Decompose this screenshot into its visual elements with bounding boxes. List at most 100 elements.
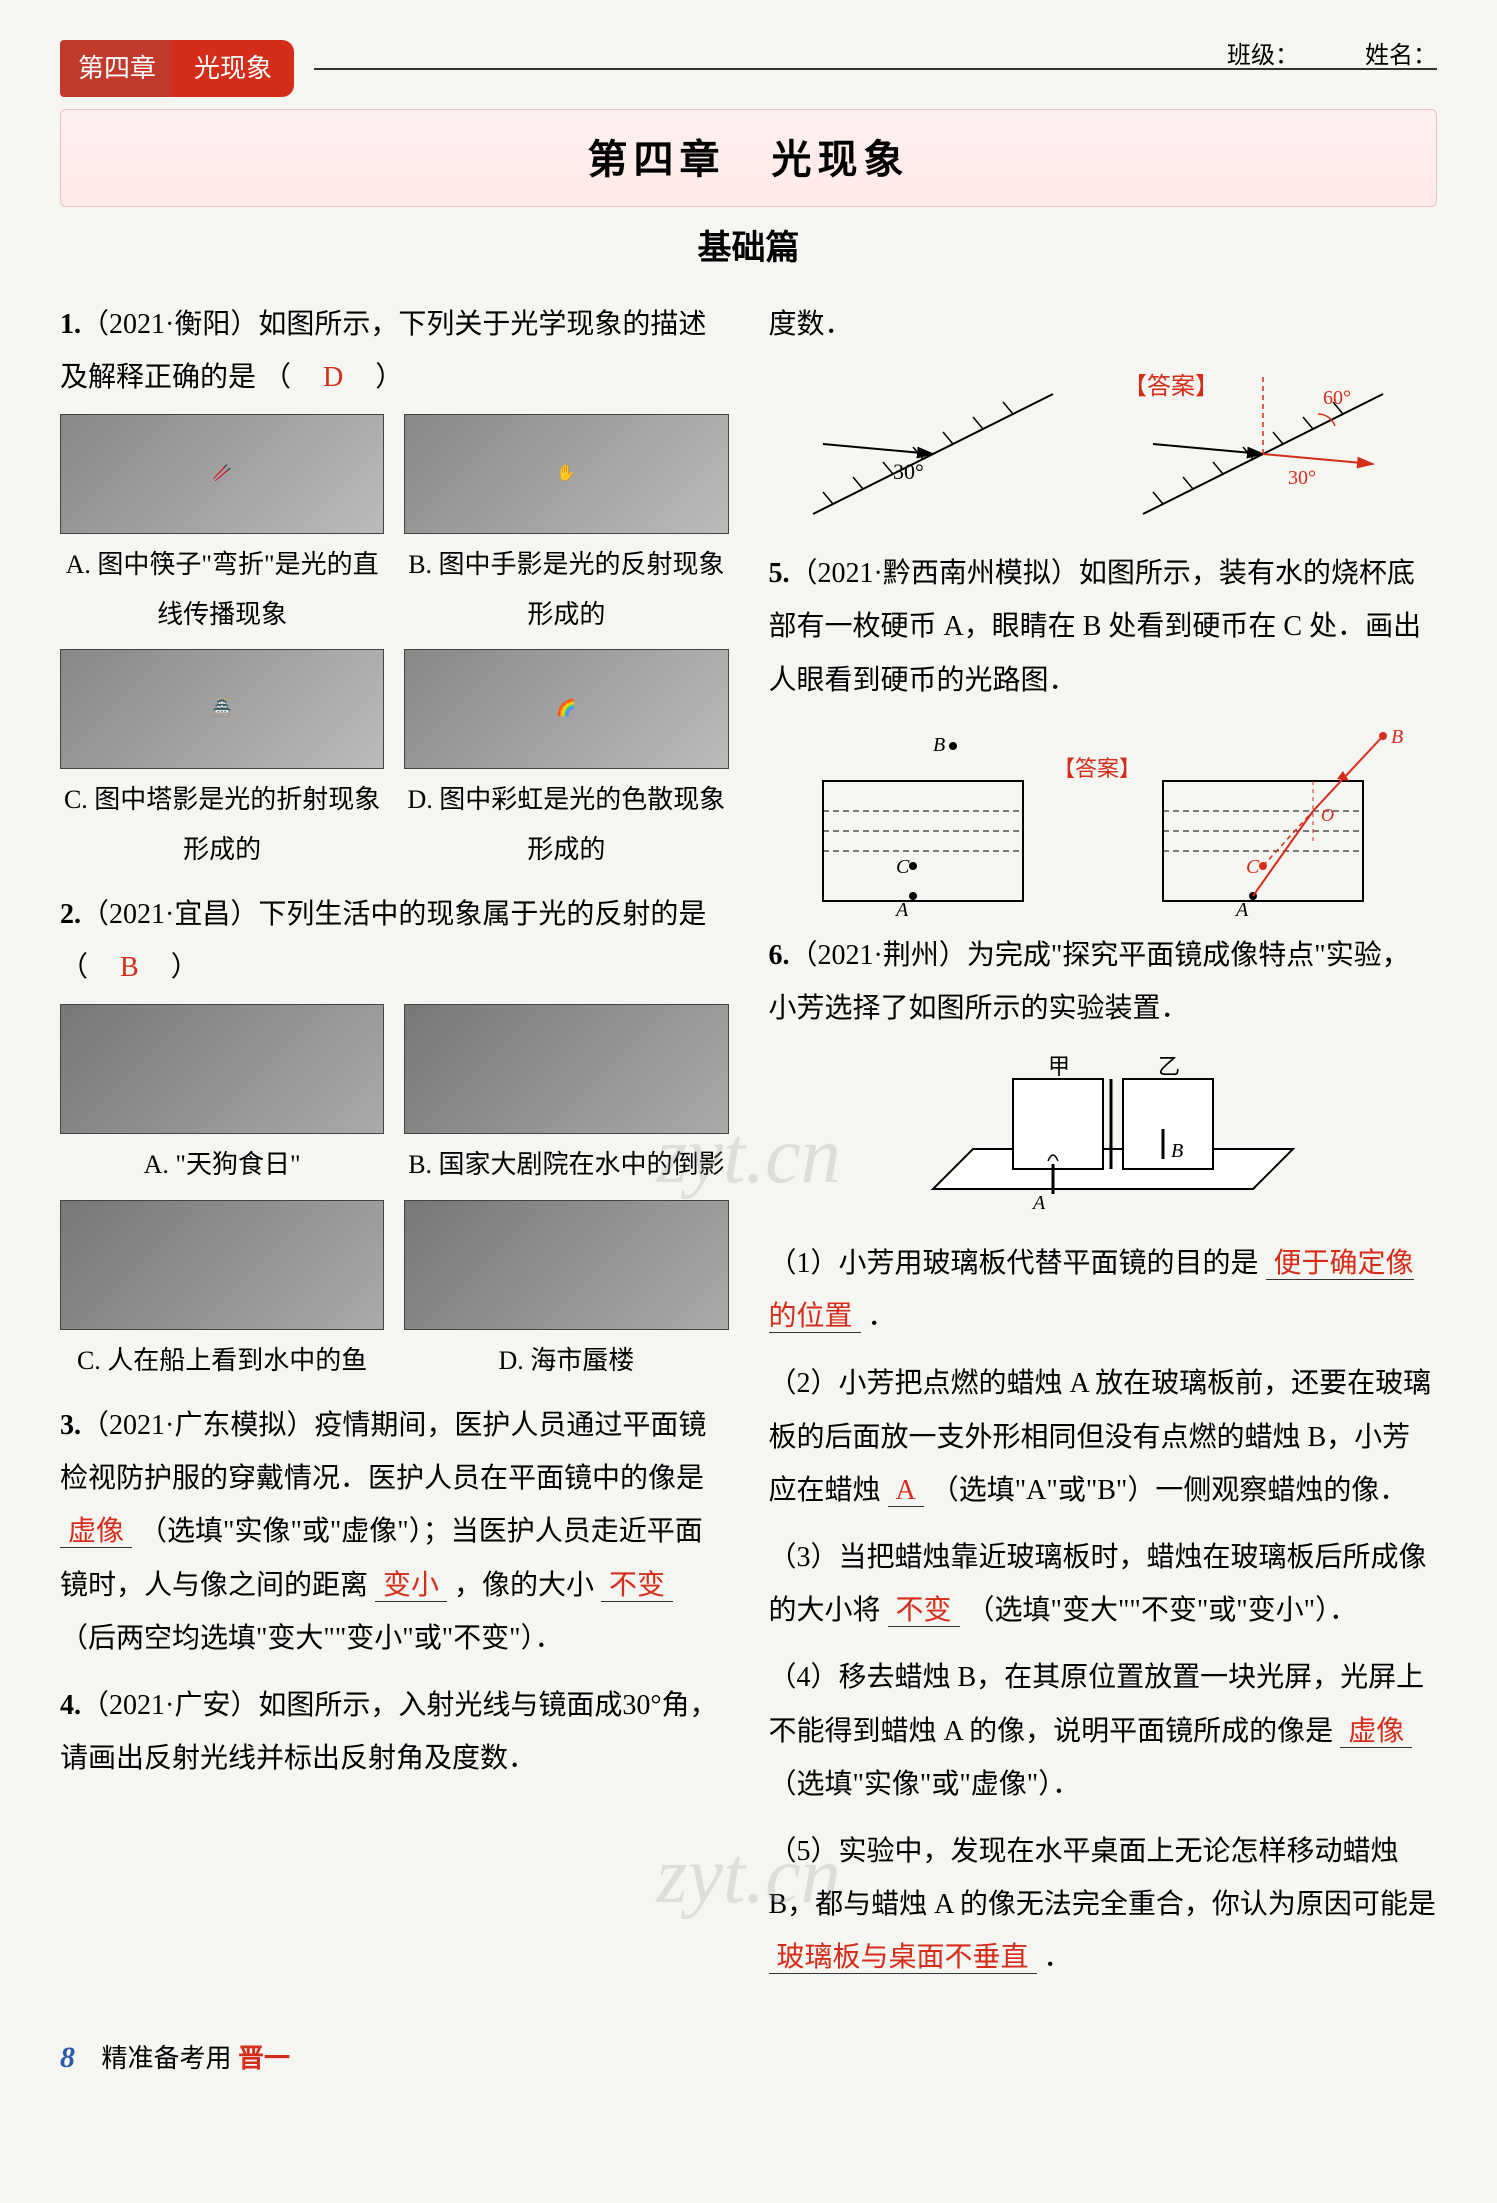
svg-text:C: C: [896, 856, 910, 878]
q1-paren: （ D ）: [263, 362, 405, 393]
q1-opts-row2: 🏯C. 图中塔影是光的折射现象形成的 🌈D. 图中彩虹是光的色散现象形成的: [60, 649, 729, 874]
q2-opt-d: D. 海市蜃楼: [404, 1200, 728, 1385]
q6-part5: （5）实验中，发现在水平桌面上无论怎样移动蜡烛 B，都与蜡烛 A 的像无法完全重…: [769, 1825, 1438, 1985]
q5-svg: C A B 【答案】 C A B: [793, 721, 1413, 921]
q6-p4-blank: 虚像: [1340, 1716, 1412, 1748]
q1-img-c: 🏯: [60, 649, 384, 769]
q6-p5-blank: 玻璃板与桌面不垂直: [769, 1942, 1037, 1974]
q2-img-d: [404, 1200, 728, 1330]
footer-text: 精准备考用: [102, 2044, 239, 2073]
q6-p2-b: （选填"A"或"B"）一侧观察蜡烛的像．: [931, 1475, 1408, 1506]
q6-p4-b: （选填"实像"或"虚像"）．: [769, 1769, 1081, 1800]
q5-source: （2021·黔西南州模拟）: [790, 558, 1079, 589]
q3-stem-c: ，像的大小: [454, 1570, 594, 1601]
q1-img-d: 🌈: [404, 649, 728, 769]
q4-source: （2021·广安）: [81, 1690, 258, 1721]
q1-opt-b-text: B. 图中手影是光的反射现象形成的: [404, 540, 728, 639]
right-column: 度数． 30° 【答案】: [769, 298, 1438, 1999]
q1-img-b: ✋: [404, 414, 728, 534]
question-3: 3.（2021·广东模拟）疫情期间，医护人员通过平面镜检视防护服的穿戴情况．医护…: [60, 1399, 729, 1665]
q2-opt-c: C. 人在船上看到水中的鱼: [60, 1200, 384, 1385]
name-label: 姓名：: [1365, 43, 1437, 69]
q1-opts-row1: 🥢A. 图中筷子"弯折"是光的直线传播现象 ✋B. 图中手影是光的反射现象形成的: [60, 414, 729, 639]
q2-opts-row1: A. "天狗食日" B. 国家大剧院在水中的倒影: [60, 1004, 729, 1189]
svg-text:A: A: [894, 899, 909, 921]
q3-source: （2021·广东模拟）: [81, 1410, 314, 1441]
header-underline: 班级： 姓名：: [314, 68, 1437, 70]
question-2: 2.（2021·宜昌）下列生活中的现象属于光的反射的是 （ B ） A. "天狗…: [60, 888, 729, 1385]
q2-opt-d-text: D. 海市蜃楼: [404, 1336, 728, 1385]
q2-opts-row2: C. 人在船上看到水中的鱼 D. 海市蜃楼: [60, 1200, 729, 1385]
q1-answer: D: [323, 362, 345, 393]
q5-diagram: C A B 【答案】 C A B: [769, 721, 1438, 921]
q2-opt-b: B. 国家大剧院在水中的倒影: [404, 1004, 728, 1189]
q1-opt-a: 🥢A. 图中筷子"弯折"是光的直线传播现象: [60, 414, 384, 639]
q5-ans-label: 【答案】: [1053, 756, 1141, 781]
q2-opt-a-text: A. "天狗食日": [60, 1140, 384, 1189]
q4-angle-in: 30°: [893, 459, 924, 484]
svg-text:甲: 甲: [1048, 1054, 1070, 1079]
q3-blank2: 变小: [375, 1570, 447, 1602]
svg-text:B: B: [1391, 726, 1403, 748]
q3-number: 3.: [60, 1410, 81, 1441]
question-1: 1.（2021·衡阳）如图所示，下列关于光学现象的描述及解释正确的是 （ D ）…: [60, 298, 729, 874]
q1-opt-b: ✋B. 图中手影是光的反射现象形成的: [404, 414, 728, 639]
q4-diagram: 30° 【答案】 60° 30°: [769, 359, 1438, 539]
q6-p1-b: ．: [868, 1301, 896, 1332]
q6-svg: 甲 乙 A B: [893, 1049, 1313, 1229]
q1-opt-a-text: A. 图中筷子"弯折"是光的直线传播现象: [60, 540, 384, 639]
q4-number: 4.: [60, 1690, 81, 1721]
q1-opt-d: 🌈D. 图中彩虹是光的色散现象形成的: [404, 649, 728, 874]
q6-part4: （4）移去蜡烛 B，在其原位置放置一块光屏，光屏上不能得到蜡烛 A 的像，说明平…: [769, 1651, 1438, 1811]
q6-p3-blank: 不变: [888, 1595, 960, 1627]
q1-img-a: 🥢: [60, 414, 384, 534]
q2-opt-a: A. "天狗食日": [60, 1004, 384, 1189]
q1-number: 1.: [60, 309, 81, 340]
q1-opt-c-text: C. 图中塔影是光的折射现象形成的: [60, 775, 384, 874]
question-6: 6.（2021·荆州）为完成"探究平面镜成像特点"实验，小芳选择了如图所示的实验…: [769, 929, 1438, 1035]
q4-angle-top: 60°: [1323, 387, 1351, 409]
q6-p1-a: （1）小芳用玻璃板代替平面镜的目的是: [769, 1248, 1259, 1279]
title-banner: 第四章 光现象: [60, 109, 1437, 207]
footer-brand: 晋一: [238, 2044, 290, 2073]
class-label: 班级：: [1227, 43, 1299, 69]
q2-number: 2.: [60, 899, 81, 930]
q6-source: （2021·荆州）: [790, 940, 967, 971]
q4-svg: 30° 【答案】 60° 30°: [793, 364, 1413, 534]
svg-text:B: B: [933, 734, 945, 756]
q6-p2-blank: A: [888, 1475, 924, 1507]
q6-p5-b: ．: [1044, 1942, 1072, 1973]
page-header: 第四章 光现象 班级： 姓名：: [60, 40, 1437, 97]
q5-number: 5.: [769, 558, 790, 589]
q6-p5-a: （5）实验中，发现在水平桌面上无论怎样移动蜡烛 B，都与蜡烛 A 的像无法完全重…: [769, 1836, 1436, 1920]
q4-ans-label: 【答案】: [1123, 373, 1219, 400]
question-5: 5.（2021·黔西南州模拟）如图所示，装有水的烧杯底部有一枚硬币 A，眼睛在 …: [769, 547, 1438, 707]
header-fields: 班级： 姓名：: [1167, 34, 1437, 80]
q3-stem-d: （后两空均选填"变大""变小"或"不变"）．: [60, 1623, 563, 1654]
q2-stem: 下列生活中的现象属于光的反射的是: [258, 899, 706, 930]
q2-img-a: [60, 1004, 384, 1134]
q3-blank1: 虚像: [60, 1516, 132, 1548]
q6-part1: （1）小芳用玻璃板代替平面镜的目的是 便于确定像的位置 ．: [769, 1237, 1438, 1343]
svg-text:C: C: [1246, 856, 1260, 878]
chapter-tab: 第四章: [60, 40, 174, 97]
q2-opt-b-text: B. 国家大剧院在水中的倒影: [404, 1140, 728, 1189]
svg-text:A: A: [1234, 899, 1249, 921]
svg-text:O: O: [1321, 805, 1334, 825]
q3-blank3: 不变: [601, 1570, 673, 1602]
q2-answer: B: [120, 952, 141, 983]
page-number: 8: [60, 2041, 75, 2074]
q6-p3-b: （选填"变大""不变"或"变小"）．: [967, 1595, 1358, 1626]
svg-text:A: A: [1031, 1192, 1046, 1214]
main-title: 第四章 光现象: [61, 122, 1436, 198]
svg-text:B: B: [1171, 1140, 1183, 1162]
content-columns: 1.（2021·衡阳）如图所示，下列关于光学现象的描述及解释正确的是 （ D ）…: [60, 298, 1437, 1999]
q6-diagram: 甲 乙 A B: [769, 1049, 1438, 1229]
q2-paren: （ B ）: [60, 952, 201, 983]
q1-opt-d-text: D. 图中彩虹是光的色散现象形成的: [404, 775, 728, 874]
subsection-title: 基础篇: [60, 217, 1437, 282]
svg-text:乙: 乙: [1158, 1054, 1180, 1079]
chapter-title-tab: 光现象: [172, 40, 294, 97]
question-4: 4.（2021·广安）如图所示，入射光线与镜面成30°角，请画出反射光线并标出反…: [60, 1679, 729, 1785]
q2-opt-c-text: C. 人在船上看到水中的鱼: [60, 1336, 384, 1385]
